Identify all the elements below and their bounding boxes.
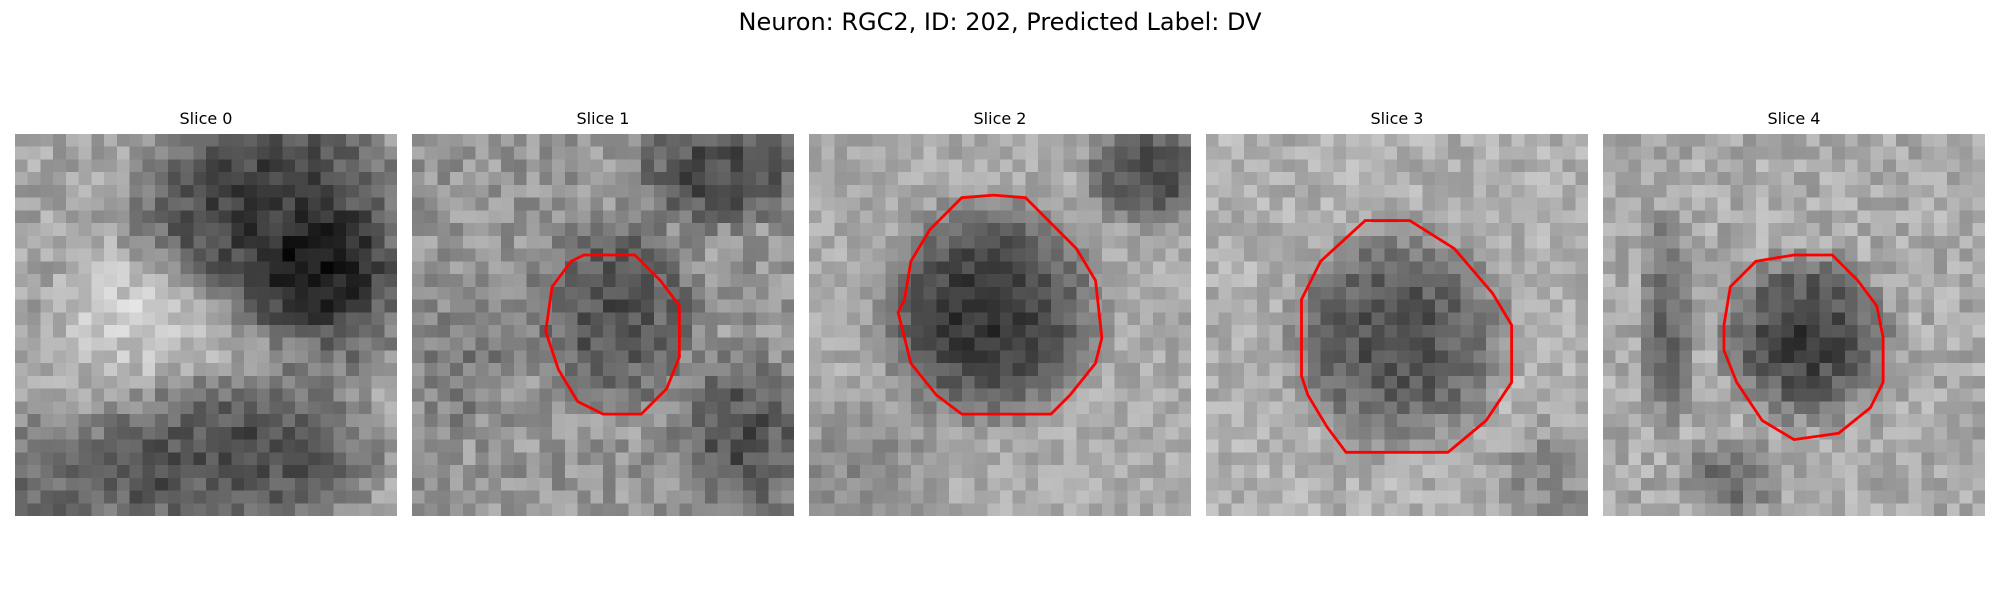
slice-image-1 xyxy=(412,134,794,516)
figure-title: Neuron: RGC2, ID: 202, Predicted Label: … xyxy=(738,8,1262,36)
slice-title-4: Slice 4 xyxy=(1767,109,1821,128)
slice-panel-0: Slice 0 xyxy=(15,108,397,516)
slice-image-4 xyxy=(1603,134,1985,516)
slice-title-2: Slice 2 xyxy=(973,109,1027,128)
slice-image-3 xyxy=(1206,134,1588,516)
slice-panel-4: Slice 4 xyxy=(1603,108,1985,516)
segmentation-contour-1 xyxy=(544,253,681,416)
slice-title-1: Slice 1 xyxy=(576,109,630,128)
segmentation-contour-2 xyxy=(896,193,1104,416)
segmentation-contour-4 xyxy=(1722,253,1885,442)
slice-title-0: Slice 0 xyxy=(179,109,233,128)
slice-image-0 xyxy=(15,134,397,516)
slice-title-3: Slice 3 xyxy=(1370,109,1424,128)
slice-image-2 xyxy=(809,134,1191,516)
slice-panel-3: Slice 3 xyxy=(1206,108,1588,516)
slice-panel-2: Slice 2 xyxy=(809,108,1191,516)
segmentation-contour-3 xyxy=(1300,219,1514,454)
slice-panel-1: Slice 1 xyxy=(412,108,794,516)
